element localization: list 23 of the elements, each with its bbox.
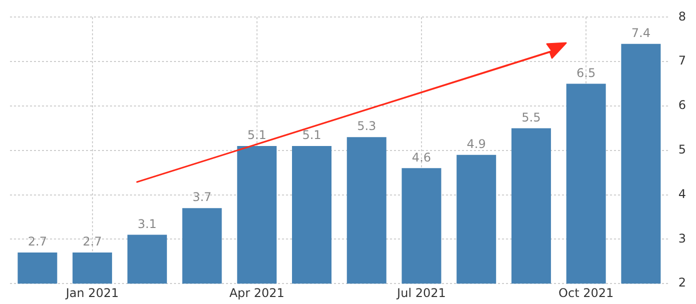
x-tick-label: Oct 2021 (558, 286, 614, 300)
data-label: 7.4 (631, 26, 650, 40)
data-label: 5.5 (522, 110, 541, 124)
y-tick-label: 6 (678, 98, 686, 112)
y-tick-label: 8 (678, 9, 686, 24)
y-tick-label: 7 (678, 54, 686, 68)
data-label: 5.3 (357, 119, 376, 134)
data-label: 3.1 (138, 216, 157, 231)
data-label: 6.5 (576, 66, 596, 80)
y-tick-label: 5 (678, 142, 686, 157)
x-tick-label: Apr 2021 (229, 286, 284, 300)
x-tick-label: Jul 2021 (396, 286, 446, 300)
y-tick-label: 3 (678, 231, 686, 246)
y-tick-label: 2 (678, 276, 686, 290)
data-label: 2.7 (28, 234, 47, 249)
data-label: 4.6 (412, 150, 432, 164)
data-label: 4.9 (466, 136, 486, 151)
data-label: 5.1 (302, 128, 322, 142)
x-tick-label: Jan 2021 (64, 286, 119, 300)
data-label: 3.7 (192, 190, 212, 204)
data-label: 2.7 (82, 234, 102, 249)
y-tick-label: 4 (678, 186, 686, 201)
data-label: 5.1 (247, 128, 266, 142)
